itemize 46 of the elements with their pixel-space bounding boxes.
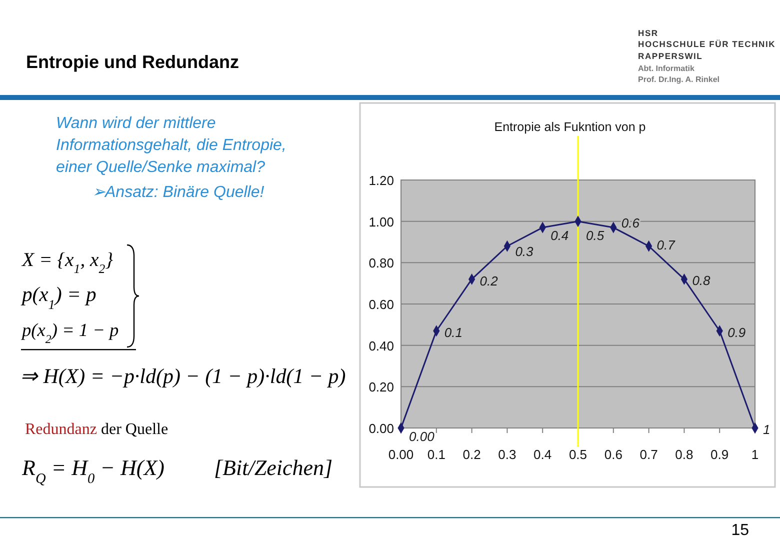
annotation: 0.1 (444, 324, 462, 340)
y-tick-label: 0.40 (368, 338, 394, 354)
annotation: 0.3 (515, 244, 534, 259)
text: X = {x$_{1}$, x$_{2}$} (21, 249, 114, 276)
text: Prof. Dr.Ing. A. Rinkel (638, 75, 720, 84)
y-tick-label: 0.80 (368, 256, 394, 271)
x-tick-label: 0.4 (534, 447, 552, 462)
annotation: 0.2 (480, 274, 499, 289)
annotation: 0.8 (692, 273, 712, 288)
x-tick-label: 0.2 (462, 447, 481, 462)
x-tick-label: 0.6 (604, 447, 622, 462)
text: ⇒ H(X) = −p·ld(p) − (1 − p)·ld(1 − p) (20, 364, 346, 388)
y-tick-label: 1.00 (368, 214, 394, 230)
text: RAPPERSWIL (638, 51, 703, 61)
x-tick-label: 0.8 (675, 447, 694, 462)
text: ➢Ansatz: Binäre Quelle! (92, 184, 265, 201)
text: [Bit/Zeichen] (214, 455, 333, 480)
text: HOCHSCHULE FÜR TECHNIK (638, 39, 776, 49)
text: Abt. Informatik (638, 64, 695, 73)
y-tick-label: 0.60 (368, 297, 394, 312)
text: p(x$_{1}$) = p (20, 284, 96, 312)
annotation: 0.6 (621, 216, 640, 231)
text: HSR (638, 28, 658, 38)
annotation: 0.9 (728, 324, 746, 340)
x-tick-label: 1 (751, 447, 759, 462)
x-tick-label: 0.3 (498, 447, 516, 462)
chart-subtitle: Entropie als Fukntion von p (494, 120, 646, 134)
y-tick-label: 0.20 (368, 380, 394, 395)
text: 15 (731, 522, 750, 539)
x-tick-label: 0.7 (640, 447, 658, 462)
y-tick-label: 0.00 (368, 421, 394, 436)
annotation: 0.5 (586, 228, 605, 243)
text: Redundanz der Quelle (25, 421, 168, 438)
text: Entropie und Redundanz (26, 52, 239, 72)
x-tick-label: 0.00 (388, 447, 414, 462)
x-tick-label: 0.9 (710, 447, 729, 462)
text: R$_{Q}$ = H$_{0}$ − H(X) (21, 455, 164, 487)
annotation: 1 (763, 422, 770, 437)
annotation: 0.00 (409, 429, 436, 444)
x-tick-label: 0.5 (568, 447, 588, 462)
text: Wann wird der mittlere Informationsgehalt, die Entropie, einer Quelle/Senke maximal? (56, 115, 286, 176)
x-tick-label: 0.1 (427, 447, 446, 462)
y-tick-label: 1.20 (368, 173, 394, 188)
annotation: 0.4 (550, 228, 569, 244)
annotation: 0.7 (656, 238, 676, 253)
text: p(x$_{2}$) = 1 − p (20, 320, 119, 346)
